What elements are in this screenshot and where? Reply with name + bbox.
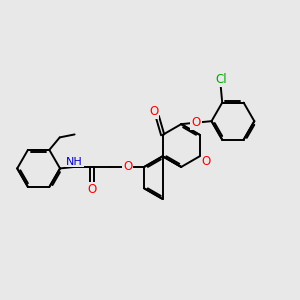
Text: O: O: [191, 116, 201, 129]
Text: Cl: Cl: [215, 73, 226, 86]
Text: O: O: [123, 160, 132, 173]
Text: O: O: [149, 105, 158, 118]
Text: O: O: [88, 183, 97, 196]
Text: NH: NH: [66, 157, 83, 166]
Text: O: O: [202, 155, 211, 168]
